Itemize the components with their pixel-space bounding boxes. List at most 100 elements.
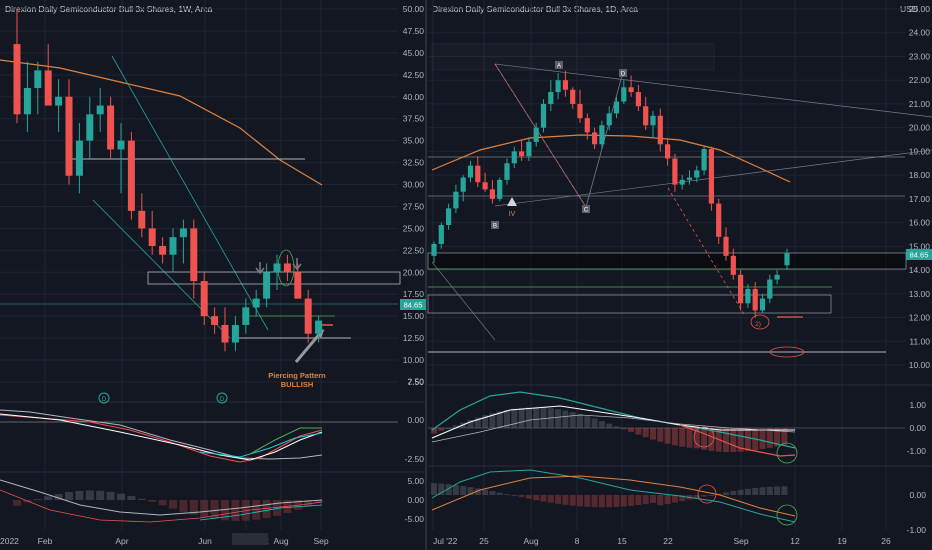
right-hist-bar bbox=[664, 495, 671, 504]
right-time-axis[interactable]: Jul '22 25 Aug 8 15 22 Sep 12 19 26 bbox=[433, 536, 891, 546]
right-pattern-dash bbox=[494, 63, 587, 208]
left-candle-body bbox=[242, 307, 250, 325]
right-candle-body bbox=[708, 149, 714, 204]
right-osc-bar bbox=[438, 428, 445, 431]
left-time-tick: Feb bbox=[38, 536, 53, 546]
right-moving-average bbox=[431, 134, 791, 183]
right-osc-bar bbox=[525, 407, 532, 428]
right-osc-bar bbox=[533, 407, 540, 428]
right-osc-bar bbox=[555, 409, 562, 428]
right-hist-bar bbox=[693, 495, 700, 499]
left-candle-body bbox=[23, 87, 31, 115]
right-price-tick: 12.00 bbox=[909, 313, 931, 323]
pattern-label-b: C bbox=[582, 205, 590, 214]
right-hist-bar bbox=[781, 486, 788, 495]
left-candle-body bbox=[273, 263, 281, 273]
right-price-tick: 18.00 bbox=[909, 170, 931, 180]
right-osc-bar bbox=[635, 428, 642, 435]
left-candle-body bbox=[159, 245, 167, 255]
left-hist-bar bbox=[148, 500, 157, 502]
right-osc-bar bbox=[467, 419, 474, 428]
right-osc-bar bbox=[657, 428, 664, 442]
right-price-tick: 10.00 bbox=[909, 360, 931, 370]
right-price-tick: 14.00 bbox=[909, 265, 931, 275]
dividend-marker-2[interactable] bbox=[216, 392, 228, 404]
right-candle-body bbox=[672, 158, 678, 185]
right-osc-bar bbox=[591, 418, 598, 428]
left-time-tick: Apr bbox=[115, 536, 128, 546]
right-osc-bar bbox=[496, 411, 503, 428]
right-time-tick: 15 bbox=[617, 536, 627, 546]
right-price-tick: 13.00 bbox=[909, 289, 931, 299]
wave-up-triangle-icon bbox=[507, 197, 517, 206]
right-hist-bar bbox=[474, 488, 481, 495]
right-candle-body bbox=[694, 170, 700, 178]
right-candle-body bbox=[730, 255, 736, 275]
right-candle-body bbox=[701, 149, 707, 171]
right-osc-bar bbox=[774, 428, 781, 447]
left-candle-body bbox=[263, 272, 271, 299]
right-candle-body bbox=[774, 274, 780, 280]
right-hist-bar bbox=[504, 494, 510, 496]
right-candle-body bbox=[665, 144, 671, 159]
right-osc-bar bbox=[781, 428, 788, 445]
right-candle-body bbox=[628, 87, 634, 93]
left-hist-line-teal bbox=[199, 504, 323, 521]
right-hist-bar bbox=[452, 485, 459, 495]
left-candle-body bbox=[200, 281, 208, 317]
left-candle-body bbox=[65, 96, 73, 176]
right-trendline-top bbox=[494, 63, 932, 118]
left-hist-bar bbox=[127, 495, 136, 500]
right-candle-body bbox=[519, 151, 525, 157]
right-time-tick: Jul '22 bbox=[433, 536, 458, 546]
right-time-tick: Sep bbox=[733, 536, 748, 546]
right-osc-red-line bbox=[679, 424, 796, 457]
left-price-axis[interactable]: 50.00 47.50 45.00 42.50 40.00 37.50 35.00 32.50… bbox=[403, 4, 425, 387]
right-candle-body bbox=[759, 298, 766, 311]
right-candle-body bbox=[497, 179, 503, 199]
left-chart-panel[interactable]: Direxion Daily Semiconductor Bull 3x Sha… bbox=[0, 0, 426, 546]
right-osc-bar bbox=[744, 428, 751, 452]
right-hist-bar bbox=[591, 495, 598, 508]
right-candle-body bbox=[613, 101, 620, 114]
right-candle-body bbox=[738, 274, 744, 304]
left-date-cursor-badge bbox=[232, 533, 268, 545]
right-candle-body bbox=[767, 279, 773, 299]
left-price-tick: 22.50 bbox=[403, 245, 425, 255]
right-candle-body bbox=[752, 289, 758, 311]
right-hist-bar bbox=[671, 495, 678, 503]
left-down-arrow-icon-2 bbox=[292, 258, 302, 271]
right-osc-bar bbox=[642, 428, 649, 438]
right-candle-body bbox=[562, 80, 568, 90]
right-candle-body bbox=[475, 165, 481, 183]
left-time-tick: Sep bbox=[313, 536, 328, 546]
right-hist-bar bbox=[445, 484, 452, 495]
right-time-tick: 12 bbox=[790, 536, 800, 546]
left-hist-tick: -5.00 bbox=[405, 514, 425, 524]
right-hist-circle-red bbox=[697, 484, 717, 504]
right-candle-body bbox=[489, 189, 495, 199]
right-hist-bar bbox=[489, 491, 496, 495]
left-price-tick: 40.00 bbox=[403, 92, 425, 102]
svg-text:D: D bbox=[621, 72, 626, 78]
right-price-tick: 23.00 bbox=[909, 51, 931, 61]
right-hist-bar bbox=[606, 495, 613, 508]
left-candle-body bbox=[55, 96, 63, 106]
right-candle-body bbox=[540, 103, 547, 128]
right-osc-white-line bbox=[431, 405, 795, 439]
right-candle-body bbox=[460, 177, 466, 192]
right-hist-bar bbox=[547, 495, 554, 503]
right-chart-panel[interactable]: Direxion Daily Semiconductor Bull 3x Sha… bbox=[427, 0, 932, 546]
left-hist-bar bbox=[231, 500, 240, 521]
right-osc-bar bbox=[664, 428, 671, 444]
left-hist-bar bbox=[44, 496, 53, 500]
left-price-tick: 50.00 bbox=[403, 4, 425, 14]
left-candle-body bbox=[44, 70, 52, 106]
right-candle-body bbox=[723, 236, 729, 256]
right-hist-bar bbox=[577, 495, 583, 507]
dividend-marker-1[interactable] bbox=[98, 392, 110, 404]
right-osc-circle-green bbox=[776, 442, 798, 464]
right-osc-bar bbox=[737, 428, 744, 452]
left-price-tick: 45.00 bbox=[403, 48, 425, 58]
